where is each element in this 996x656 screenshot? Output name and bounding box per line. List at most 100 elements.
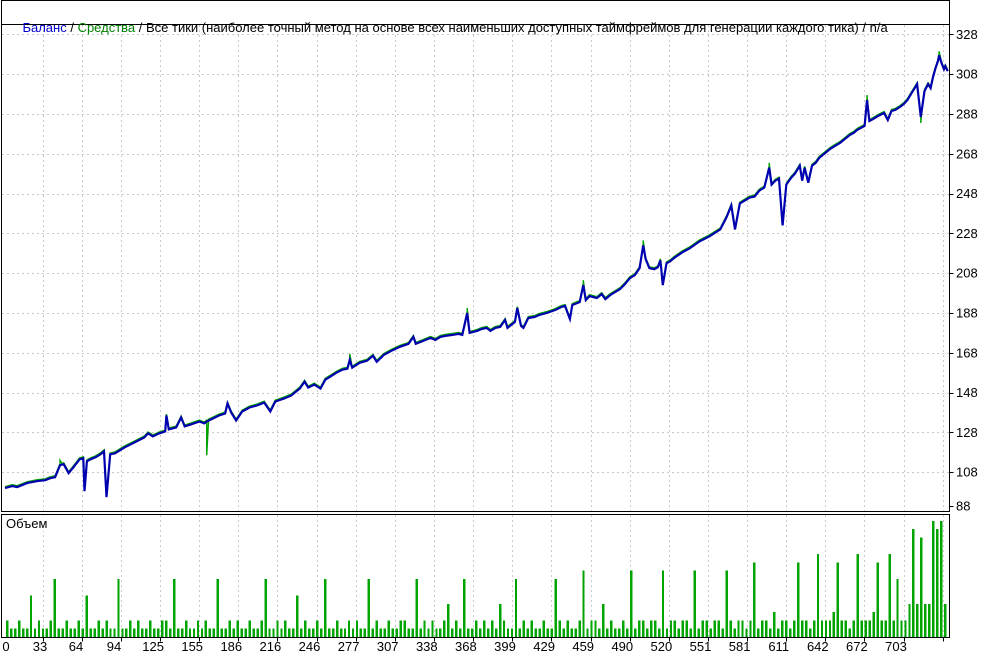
volume-bar: [312, 628, 315, 637]
volume-bar: [622, 620, 625, 637]
volume-bar: [292, 628, 295, 637]
volume-bar: [29, 595, 33, 637]
volume-bar: [634, 628, 637, 637]
y-axis-label: 248: [956, 186, 978, 201]
volume-bar: [896, 578, 899, 637]
volume-bar: [161, 620, 164, 637]
volume-bar: [427, 628, 430, 637]
volume-bar: [157, 628, 160, 637]
volume-bar: [486, 628, 490, 637]
volume-bar: [105, 620, 108, 637]
volume-bar: [677, 628, 681, 637]
volume-bar: [97, 620, 100, 637]
volume-bar: [546, 628, 549, 637]
volume-bar: [69, 628, 72, 637]
volume-bar: [387, 620, 390, 637]
volume-bar: [944, 603, 947, 637]
volume-bar: [117, 578, 120, 637]
volume-bar: [77, 620, 80, 637]
volume-bar: [777, 628, 780, 637]
volume-bar: [566, 620, 569, 637]
volume-bar: [510, 628, 514, 637]
volume-bar: [483, 620, 486, 637]
volume-bar: [37, 620, 41, 637]
volume-bar: [709, 628, 712, 637]
volume-bar: [844, 620, 848, 637]
volume-bar: [423, 620, 426, 637]
volume-bar: [53, 578, 57, 637]
y-axis-label: 88: [956, 499, 970, 514]
x-axis-label: 611: [768, 639, 789, 654]
volume-bar: [343, 628, 347, 637]
volume-bar: [328, 628, 331, 637]
volume-bar: [856, 554, 859, 637]
volume-bar: [431, 620, 434, 637]
volume-bar: [280, 628, 283, 637]
volume-bar: [13, 628, 17, 637]
volume-bar: [6, 620, 9, 637]
volume-bar: [41, 628, 45, 637]
volume-bar: [463, 578, 466, 637]
volume-bar: [562, 628, 565, 637]
volume-bar: [832, 612, 836, 637]
volume-bar: [331, 628, 335, 637]
volume-bar: [10, 628, 13, 637]
y-axis-label: 128: [956, 425, 978, 440]
volume-bar: [391, 628, 394, 637]
y-axis-label: 108: [956, 465, 978, 480]
volume-bar: [232, 628, 235, 637]
x-axis-label: 368: [455, 639, 477, 654]
volume-bar: [868, 620, 871, 637]
volume-bar: [45, 628, 49, 637]
volume-bar: [367, 578, 371, 637]
x-axis-label: 642: [807, 639, 829, 654]
y-axis-label: 208: [956, 266, 978, 281]
volume-bar: [836, 562, 840, 637]
volume-bar: [502, 620, 506, 637]
volume-bar: [200, 628, 204, 637]
volume-bar: [419, 628, 422, 637]
volume-bar: [471, 628, 474, 637]
volume-bar: [594, 620, 597, 637]
volume-bar: [383, 628, 386, 637]
grid-lines: [2, 25, 949, 637]
volume-panel-border: [1, 514, 950, 638]
volume-bar: [733, 628, 736, 637]
volume-bar: [864, 620, 867, 637]
volume-bar: [586, 628, 589, 637]
x-axis-label: 246: [299, 639, 321, 654]
volume-bar: [73, 628, 76, 637]
volume-bar: [57, 628, 61, 637]
volume-bar: [932, 520, 935, 637]
volume-bar: [705, 620, 708, 637]
volume-bar: [614, 628, 617, 637]
volume-bar: [288, 628, 291, 637]
volume-bar: [415, 578, 418, 637]
volume-bar: [347, 620, 351, 637]
volume-bar: [840, 620, 844, 637]
volume-bar: [848, 628, 851, 637]
volume-bar: [530, 620, 534, 637]
volume-bar: [324, 578, 327, 637]
volume-bar: [109, 628, 112, 637]
volume-bar: [638, 620, 641, 637]
volume-bar: [761, 620, 764, 637]
x-axis-label: 520: [651, 639, 673, 654]
x-axis-label: 125: [142, 639, 164, 654]
y-axis-label: 288: [956, 107, 978, 122]
volume-bar: [721, 628, 724, 637]
volume-bar: [753, 562, 756, 637]
volume-bar: [180, 628, 184, 637]
x-axis-label: 33: [33, 639, 47, 654]
volume-bar: [304, 620, 307, 637]
volume-bar: [713, 620, 716, 637]
volume-bar: [459, 628, 462, 637]
legend-balance-label: Баланс: [22, 20, 67, 35]
volume-bar: [590, 620, 593, 637]
volume-bar: [447, 603, 450, 637]
volume-bar: [169, 628, 172, 637]
volume-bar: [554, 578, 557, 637]
legend-separator: /: [135, 20, 146, 35]
